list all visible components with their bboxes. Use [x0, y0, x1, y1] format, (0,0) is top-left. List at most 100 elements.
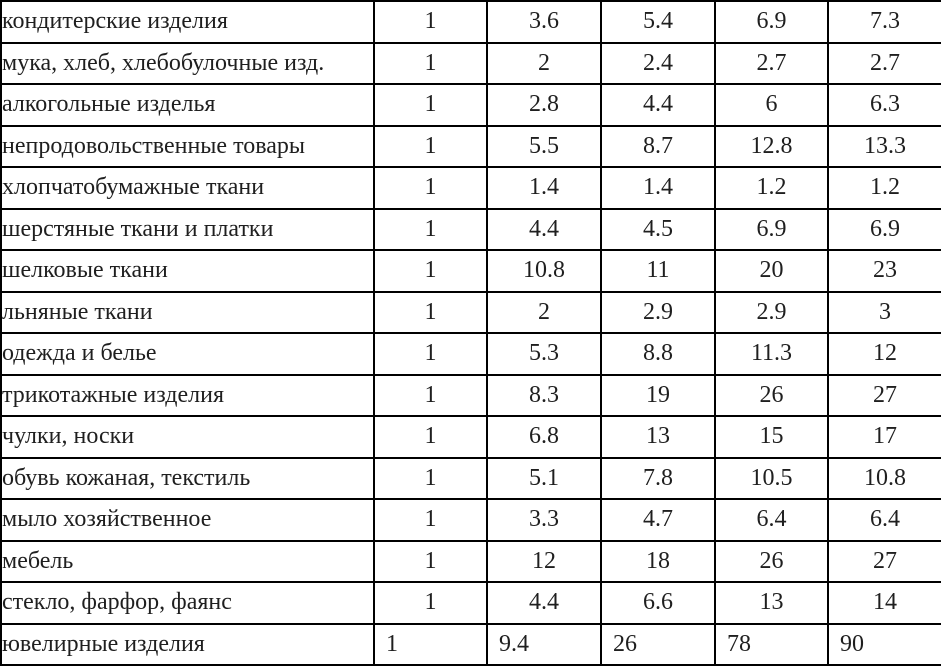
- value-cell: 27: [827, 373, 941, 417]
- value-cell: 4.7: [600, 498, 716, 542]
- value-cell: 4.4: [486, 207, 602, 251]
- value-cell: 13.3: [827, 124, 941, 168]
- value-cell: 11.3: [714, 332, 829, 376]
- value-cell: 12: [486, 539, 602, 583]
- product-label: алкогольные изделья: [0, 83, 375, 127]
- table-row: алкогольные изделья 1 2.8 4.4 6 6.3: [0, 83, 941, 127]
- value-cell: 2.8: [486, 83, 602, 127]
- value-cell: 10.5: [714, 456, 829, 500]
- value-cell: 20: [714, 249, 829, 293]
- value-cell: 12: [827, 332, 941, 376]
- product-label: льняные ткани: [0, 290, 375, 334]
- value-cell: 11: [600, 249, 716, 293]
- product-label: мебель: [0, 539, 375, 583]
- value-cell: 9.4: [486, 622, 602, 666]
- value-cell: 4.4: [486, 581, 602, 625]
- value-cell: 1.2: [827, 166, 941, 210]
- value-cell: 26: [714, 539, 829, 583]
- value-cell: 27: [827, 539, 941, 583]
- value-cell: 1: [373, 0, 488, 44]
- table-row: шерстяные ткани и платки 1 4.4 4.5 6.9 6.9: [0, 207, 941, 251]
- product-label: шелковые ткани: [0, 249, 375, 293]
- value-cell: 7.3: [827, 0, 941, 44]
- value-cell: 3.6: [486, 0, 602, 44]
- value-cell: 6.9: [714, 0, 829, 44]
- value-cell: 1: [373, 498, 488, 542]
- value-cell: 26: [714, 373, 829, 417]
- value-cell: 2.9: [714, 290, 829, 334]
- value-cell: 14: [827, 581, 941, 625]
- value-cell: 6.9: [827, 207, 941, 251]
- product-label: трикотажные изделия: [0, 373, 375, 417]
- value-cell: 1.4: [600, 166, 716, 210]
- value-cell: 2.7: [714, 41, 829, 85]
- value-cell: 1.2: [714, 166, 829, 210]
- value-cell: 90: [827, 622, 941, 666]
- value-cell: 1: [373, 456, 488, 500]
- product-label: мука, хлеб, хлебобулочные изд.: [0, 41, 375, 85]
- value-cell: 1: [373, 581, 488, 625]
- value-cell: 2: [486, 41, 602, 85]
- product-label: мыло хозяйственное: [0, 498, 375, 542]
- value-cell: 1: [373, 249, 488, 293]
- value-cell: 1: [373, 415, 488, 459]
- value-cell: 6.8: [486, 415, 602, 459]
- value-cell: 19: [600, 373, 716, 417]
- value-cell: 1: [373, 83, 488, 127]
- value-cell: 5.5: [486, 124, 602, 168]
- table-row: ювелирные изделия 1 9.4 26 78 90: [0, 622, 941, 666]
- table-row: льняные ткани 1 2 2.9 2.9 3: [0, 290, 941, 334]
- value-cell: 1: [373, 332, 488, 376]
- table-row: кондитерские изделия 1 3.6 5.4 6.9 7.3: [0, 0, 941, 44]
- table-row: хлопчатобумажные ткани 1 1.4 1.4 1.2 1.2: [0, 166, 941, 210]
- value-cell: 17: [827, 415, 941, 459]
- product-label: обувь кожаная, текстиль: [0, 456, 375, 500]
- value-cell: 1: [373, 166, 488, 210]
- value-cell: 12.8: [714, 124, 829, 168]
- table-row: непродовольственные товары 1 5.5 8.7 12.8 13.…: [0, 124, 941, 168]
- value-cell: 23: [827, 249, 941, 293]
- product-label: чулки, носки: [0, 415, 375, 459]
- value-cell: 78: [714, 622, 829, 666]
- table-row: трикотажные изделия 1 8.3 19 26 27: [0, 373, 941, 417]
- value-cell: 6: [714, 83, 829, 127]
- table-row: одежда и белье 1 5.3 8.8 11.3 12: [0, 332, 941, 376]
- value-cell: 1: [373, 124, 488, 168]
- product-label: стекло, фарфор, фаянс: [0, 581, 375, 625]
- value-cell: 1: [373, 207, 488, 251]
- value-cell: 2.7: [827, 41, 941, 85]
- value-cell: 10.8: [827, 456, 941, 500]
- value-cell: 1: [373, 622, 488, 666]
- value-cell: 3.3: [486, 498, 602, 542]
- table-row: шелковые ткани 1 10.8 11 20 23: [0, 249, 941, 293]
- value-cell: 13: [714, 581, 829, 625]
- value-cell: 8.8: [600, 332, 716, 376]
- value-cell: 1.4: [486, 166, 602, 210]
- value-cell: 10.8: [486, 249, 602, 293]
- value-cell: 15: [714, 415, 829, 459]
- value-cell: 2: [486, 290, 602, 334]
- value-cell: 6.6: [600, 581, 716, 625]
- product-label: хлопчатобумажные ткани: [0, 166, 375, 210]
- product-label: кондитерские изделия: [0, 0, 375, 44]
- value-cell: 1: [373, 290, 488, 334]
- value-cell: 18: [600, 539, 716, 583]
- value-cell: 4.5: [600, 207, 716, 251]
- value-cell: 4.4: [600, 83, 716, 127]
- value-cell: 6.4: [827, 498, 941, 542]
- product-label: непродовольственные товары: [0, 124, 375, 168]
- value-cell: 6.4: [714, 498, 829, 542]
- product-label: одежда и белье: [0, 332, 375, 376]
- value-cell: 7.8: [600, 456, 716, 500]
- value-cell: 6.9: [714, 207, 829, 251]
- value-cell: 5.4: [600, 0, 716, 44]
- table-row: обувь кожаная, текстиль 1 5.1 7.8 10.5 10.8: [0, 456, 941, 500]
- table-row: мебель 1 12 18 26 27: [0, 539, 941, 583]
- value-cell: 2.4: [600, 41, 716, 85]
- value-cell: 13: [600, 415, 716, 459]
- value-cell: 3: [827, 290, 941, 334]
- value-cell: 1: [373, 41, 488, 85]
- table-row: мука, хлеб, хлебобулочные изд. 1 2 2.4 2.7 2.…: [0, 41, 941, 85]
